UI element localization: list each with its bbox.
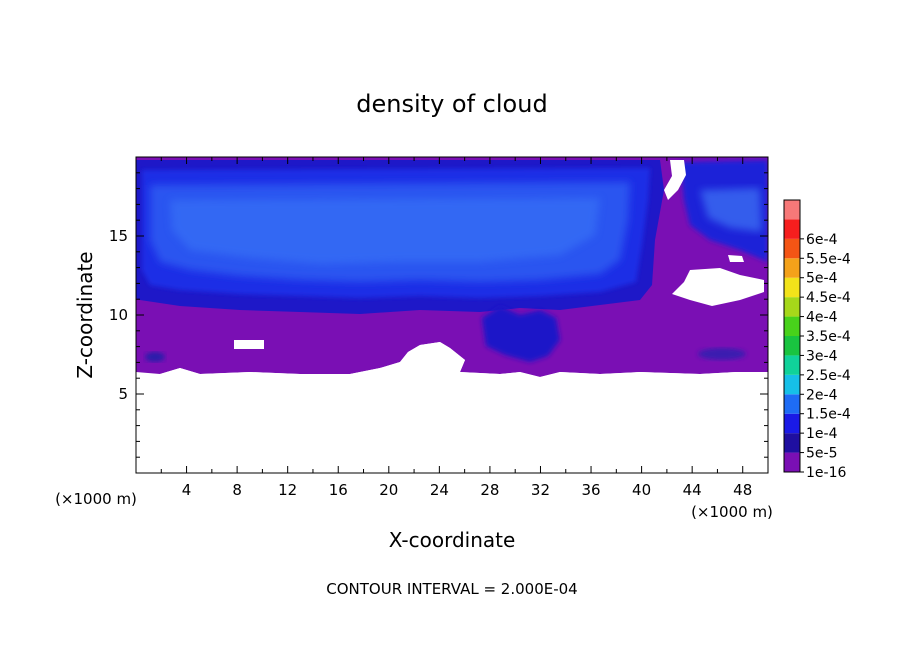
- colorbar-label: 1.5e-4: [806, 407, 851, 423]
- x-tick-label: 16: [329, 481, 348, 499]
- colorbar-label: 3e-4: [806, 348, 838, 364]
- colorbar: 1e-16 5e-5 1e-4 1.5e-4 2e-4 2.5e-4 3e-4 3.5e-4 4…: [783, 199, 851, 481]
- x-tick-label: 24: [430, 481, 449, 499]
- y-tick-label: 5: [118, 385, 128, 403]
- colorbar-label: 2e-4: [806, 387, 838, 403]
- y-axis-label: Z-coordinate: [73, 251, 97, 378]
- clear-air-region: [136, 342, 768, 473]
- colorbar-label: 5.5e-4: [806, 251, 851, 267]
- x-tick-label: 8: [232, 481, 242, 499]
- cloud-cell-small: [145, 352, 165, 362]
- colorbar-swatch: [784, 394, 800, 414]
- cloud-layer-sky: [170, 198, 600, 264]
- chart-title: density of cloud: [356, 90, 547, 118]
- cloud-gap-left: [234, 340, 264, 349]
- colorbar-swatch: [784, 219, 800, 239]
- x-unit-right: (×1000 m): [691, 503, 773, 521]
- colorbar-label: 5e-5: [806, 446, 837, 462]
- x-tick-label: 44: [683, 481, 702, 499]
- colorbar-swatch: [784, 200, 800, 220]
- colorbar-swatch: [784, 258, 800, 278]
- x-tick-label: 12: [278, 481, 297, 499]
- cloud-gap-top-right: [664, 160, 686, 200]
- colorbar-label: 6e-4: [806, 232, 838, 248]
- cloud-gap-right: [672, 268, 764, 306]
- y-tick-label: 10: [109, 306, 128, 324]
- colorbar-swatch: [784, 413, 800, 434]
- colorbar-swatch: [784, 452, 800, 472]
- x-tick-label: 40: [632, 481, 651, 499]
- colorbar-label: 1e-16: [806, 465, 846, 481]
- y-tick-label: 15: [109, 227, 128, 245]
- colorbar-swatch: [784, 433, 800, 453]
- x-tick-label: 48: [733, 481, 752, 499]
- colorbar-swatch: [784, 297, 800, 317]
- colorbar-label: 4e-4: [806, 310, 838, 326]
- colorbar-swatch: [784, 336, 800, 356]
- colorbar-swatch: [784, 238, 800, 259]
- colorbar-label: 3.5e-4: [806, 329, 851, 345]
- x-tick-label: 20: [379, 481, 398, 499]
- y-axis-ticks: 5 10 15: [109, 172, 768, 458]
- x-unit-left: (×1000 m): [55, 490, 137, 508]
- x-tick-label: 28: [480, 481, 499, 499]
- colorbar-label: 5e-4: [806, 271, 838, 287]
- x-axis-label: X-coordinate: [389, 528, 516, 552]
- colorbar-swatch: [784, 316, 800, 336]
- cloud-cell-right: [698, 348, 746, 360]
- colorbar-label: 2.5e-4: [806, 368, 851, 384]
- cloud-cell-dark: [482, 306, 560, 362]
- footer-contour-interval: CONTOUR INTERVAL = 2.000E-04: [326, 580, 577, 598]
- colorbar-label: 1e-4: [806, 426, 838, 442]
- colorbar-swatch: [784, 355, 800, 375]
- colorbar-swatch: [784, 277, 800, 298]
- x-tick-label: 32: [531, 481, 550, 499]
- plot-area: [136, 157, 768, 473]
- cloud-patch-right-light: [700, 188, 762, 232]
- cloud-gap-right-small: [728, 255, 744, 262]
- x-tick-label: 36: [581, 481, 600, 499]
- x-axis-ticks: 4 8 12 16 20 24 28 32 36 40 44 48: [160, 157, 752, 499]
- colorbar-swatch: [784, 374, 800, 395]
- x-tick-label: 4: [182, 481, 192, 499]
- colorbar-label: 4.5e-4: [806, 290, 851, 306]
